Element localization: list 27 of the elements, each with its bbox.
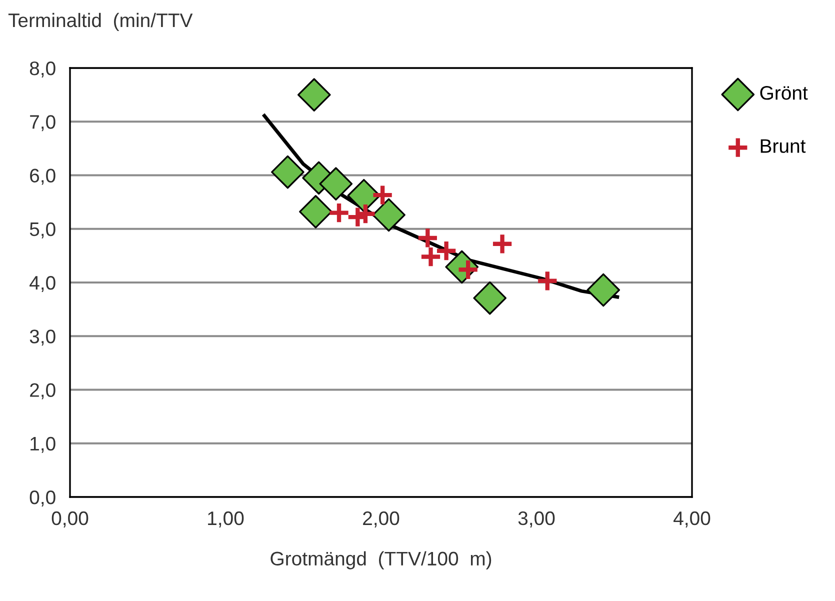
y-tick-label: 4,0 [30, 276, 56, 292]
point [473, 281, 507, 315]
y-tick-label: 3,0 [30, 330, 56, 346]
point [586, 273, 620, 307]
y-tick-label: 8,0 [30, 61, 56, 78]
legend-label: Brunt [760, 139, 806, 153]
x-tick-label: 0,00 [52, 511, 88, 528]
y-axis-title: Terminaltid (min/TTV [8, 12, 193, 32]
x-tick-label: 1,00 [208, 511, 244, 528]
x-tick-label: 3,00 [518, 511, 555, 528]
point [319, 167, 353, 200]
x-tick-label: 4,00 [674, 511, 710, 528]
y-tick-label: 1,0 [30, 436, 56, 453]
point [299, 195, 332, 228]
x-tick-label: 2,00 [363, 511, 400, 528]
y-tick-label: 5,0 [30, 222, 56, 238]
y-tick-label: 6,0 [30, 168, 56, 185]
y-tick-label: 2,0 [30, 383, 56, 400]
point [372, 198, 406, 232]
point [371, 184, 394, 206]
point [271, 155, 304, 189]
y-tick-label: 0,0 [30, 490, 56, 507]
legend-label: Grönt [760, 86, 808, 100]
y-tick-label: 7,0 [30, 115, 56, 132]
point [297, 78, 331, 112]
x-axis-title: Grotmängd (TTV/100 m) [270, 551, 492, 570]
point [347, 178, 381, 212]
